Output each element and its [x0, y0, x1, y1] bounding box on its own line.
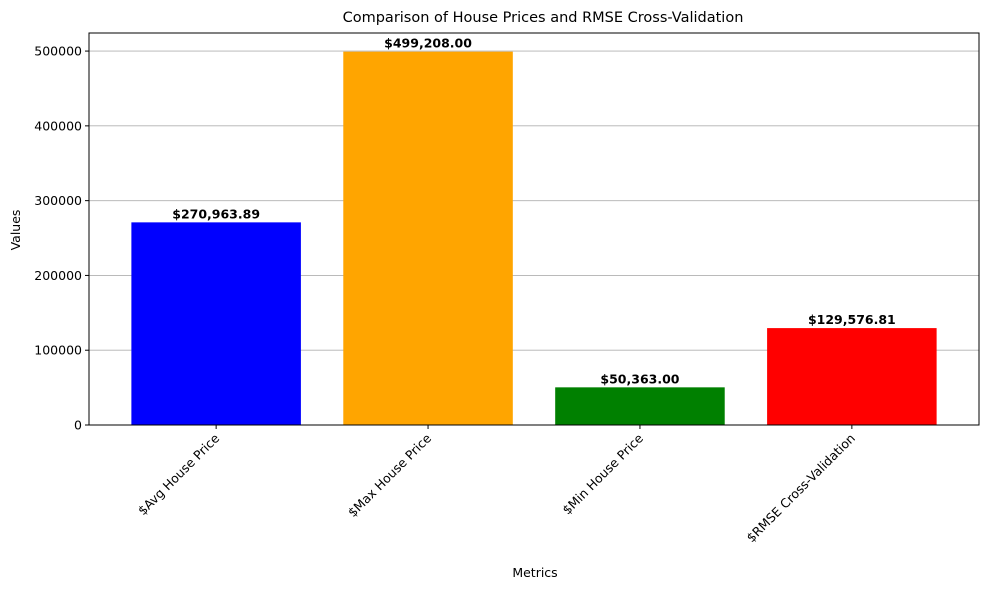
- plot-frame: [88, 32, 980, 426]
- bar: [343, 51, 513, 425]
- y-tick-label: 300000: [34, 193, 82, 208]
- data-labels: $270,963.89 $499,208.00 $50,363.00 $129,576…: [172, 36, 895, 387]
- y-tick-label: 500000: [34, 44, 82, 59]
- y-tick-label: 200000: [34, 268, 82, 283]
- y-tick-label: 400000: [34, 118, 82, 133]
- bar-value-label: $270,963.89: [172, 206, 260, 221]
- y-tick-label: 0: [74, 418, 82, 433]
- bar: [555, 387, 725, 425]
- y-axis-label: Values: [8, 210, 23, 251]
- y-axis-ticks: 0 100000 200000 300000 400000 500000: [34, 44, 89, 433]
- y-tick-label: 100000: [34, 343, 82, 358]
- bar: [131, 222, 301, 425]
- bar: [767, 328, 937, 425]
- chart-title: Comparison of House Prices and RMSE Cros…: [343, 10, 744, 26]
- bar-value-label: $50,363.00: [600, 371, 679, 386]
- bar-value-label: $499,208.00: [384, 36, 472, 51]
- bar-value-label: $129,576.81: [808, 312, 896, 327]
- x-axis-label: Metrics: [512, 565, 557, 580]
- bars: [131, 51, 937, 425]
